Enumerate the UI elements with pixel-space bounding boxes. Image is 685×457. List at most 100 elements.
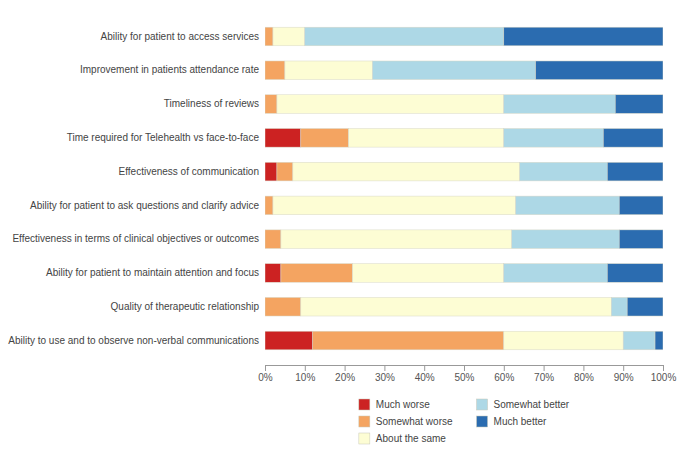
bar bbox=[655, 331, 663, 350]
tick: 30% bbox=[375, 365, 395, 383]
tick-label: Ability for patient to ask questions and… bbox=[30, 200, 259, 211]
bar bbox=[281, 230, 512, 249]
legend-item: Much better bbox=[477, 416, 547, 427]
tick: 50% bbox=[454, 365, 474, 383]
bar bbox=[293, 162, 520, 181]
bar bbox=[512, 230, 619, 249]
tick: Ability for patient to access services bbox=[101, 31, 259, 42]
legend-swatch bbox=[359, 433, 370, 444]
tick-label: 20% bbox=[335, 372, 355, 383]
bar bbox=[504, 27, 663, 46]
bar bbox=[619, 230, 663, 249]
bar bbox=[277, 95, 504, 114]
bar bbox=[536, 61, 663, 80]
tick-label: 100% bbox=[651, 372, 677, 383]
bar bbox=[265, 61, 285, 80]
tick-label: 60% bbox=[494, 372, 514, 383]
bar bbox=[277, 162, 293, 181]
bar bbox=[603, 129, 663, 148]
tick-mark bbox=[663, 365, 664, 371]
tick-label: 40% bbox=[415, 372, 435, 383]
tick-label: Ability for patient to maintain attentio… bbox=[46, 267, 259, 278]
tick-mark bbox=[464, 365, 465, 371]
tick: 10% bbox=[295, 365, 315, 383]
tick-label: 90% bbox=[614, 372, 634, 383]
bar bbox=[516, 196, 619, 215]
tick-label: Ability to use and to observe non-verbal… bbox=[8, 335, 259, 346]
bar bbox=[273, 27, 305, 46]
tick-label: 50% bbox=[454, 372, 474, 383]
tick: Time required for Telehealth vs face-to-… bbox=[67, 132, 260, 143]
bar bbox=[281, 264, 353, 283]
legend-label: Somewhat worse bbox=[376, 416, 453, 427]
tick: Effectiveness of communication bbox=[119, 166, 259, 177]
tick-label: Ability for patient to access services bbox=[101, 31, 259, 42]
tick-mark bbox=[305, 365, 306, 371]
tick: 70% bbox=[534, 365, 554, 383]
bar bbox=[615, 95, 663, 114]
tick-label: 0% bbox=[258, 372, 273, 383]
tick-label: 10% bbox=[295, 372, 315, 383]
bar bbox=[301, 129, 349, 148]
bar bbox=[265, 162, 277, 181]
legend: Much worse Somewhat worse About the same So… bbox=[359, 399, 570, 444]
tick-label: Improvement in patients attendance rate bbox=[80, 64, 259, 75]
bar bbox=[349, 129, 504, 148]
legend-item: Much worse bbox=[359, 399, 430, 410]
bar bbox=[305, 27, 504, 46]
bar bbox=[353, 264, 504, 283]
tick-mark bbox=[424, 365, 425, 371]
bar bbox=[504, 331, 623, 350]
tick: 20% bbox=[335, 365, 355, 383]
tick: Ability to use and to observe non-verbal… bbox=[8, 335, 259, 346]
bar bbox=[504, 264, 607, 283]
tick-mark bbox=[583, 365, 584, 371]
plot-area: 0% 10% 20% 30% 40% 50% 60% 70% 80% 90% 100% Ability… bbox=[8, 27, 676, 383]
bar bbox=[520, 162, 608, 181]
bar bbox=[265, 331, 313, 350]
bar bbox=[265, 129, 301, 148]
legend-swatch bbox=[477, 416, 488, 427]
tick: Timeliness of reviews bbox=[164, 98, 259, 109]
tick-label: Effectiveness of communication bbox=[119, 166, 259, 177]
tick-mark bbox=[265, 365, 266, 371]
bar bbox=[265, 95, 277, 114]
legend-swatch bbox=[477, 399, 488, 410]
bar bbox=[504, 129, 604, 148]
legend-item: Somewhat worse bbox=[359, 416, 453, 427]
tick-label: 70% bbox=[534, 372, 554, 383]
tick-label: Time required for Telehealth vs face-to-… bbox=[67, 132, 260, 143]
bar bbox=[273, 196, 516, 215]
bar bbox=[285, 61, 373, 80]
tick: Effectiveness in terms of clinical objec… bbox=[12, 233, 259, 244]
bar bbox=[619, 196, 663, 215]
legend-label: Somewhat better bbox=[494, 399, 570, 410]
legend-item: About the same bbox=[359, 433, 446, 444]
tick-mark bbox=[384, 365, 385, 371]
legend-swatch bbox=[359, 399, 370, 410]
bar bbox=[265, 297, 301, 316]
tick-label: Effectiveness in terms of clinical objec… bbox=[12, 233, 259, 244]
tick: 60% bbox=[494, 365, 514, 383]
tick: Quality of therapeutic relationship bbox=[111, 301, 260, 312]
legend-label: Much better bbox=[494, 416, 547, 427]
tick-mark bbox=[544, 365, 545, 371]
tick: 90% bbox=[614, 365, 634, 383]
bar bbox=[265, 230, 281, 249]
bars bbox=[265, 27, 663, 350]
tick: Improvement in patients attendance rate bbox=[80, 64, 259, 75]
tick: 0% bbox=[258, 365, 273, 383]
chart-container: 0% 10% 20% 30% 40% 50% 60% 70% 80% 90% 100% Ability… bbox=[0, 0, 685, 457]
bar bbox=[627, 297, 663, 316]
tick: Ability for patient to maintain attentio… bbox=[46, 267, 259, 278]
tick-label: Quality of therapeutic relationship bbox=[111, 301, 260, 312]
legend-item: Somewhat better bbox=[477, 399, 570, 410]
tick-mark bbox=[504, 365, 505, 371]
bar bbox=[265, 27, 273, 46]
tick: 80% bbox=[574, 365, 594, 383]
bar bbox=[265, 196, 273, 215]
tick-label: Timeliness of reviews bbox=[164, 98, 259, 109]
tick: 40% bbox=[415, 365, 435, 383]
bar bbox=[265, 264, 281, 283]
bar bbox=[611, 297, 627, 316]
